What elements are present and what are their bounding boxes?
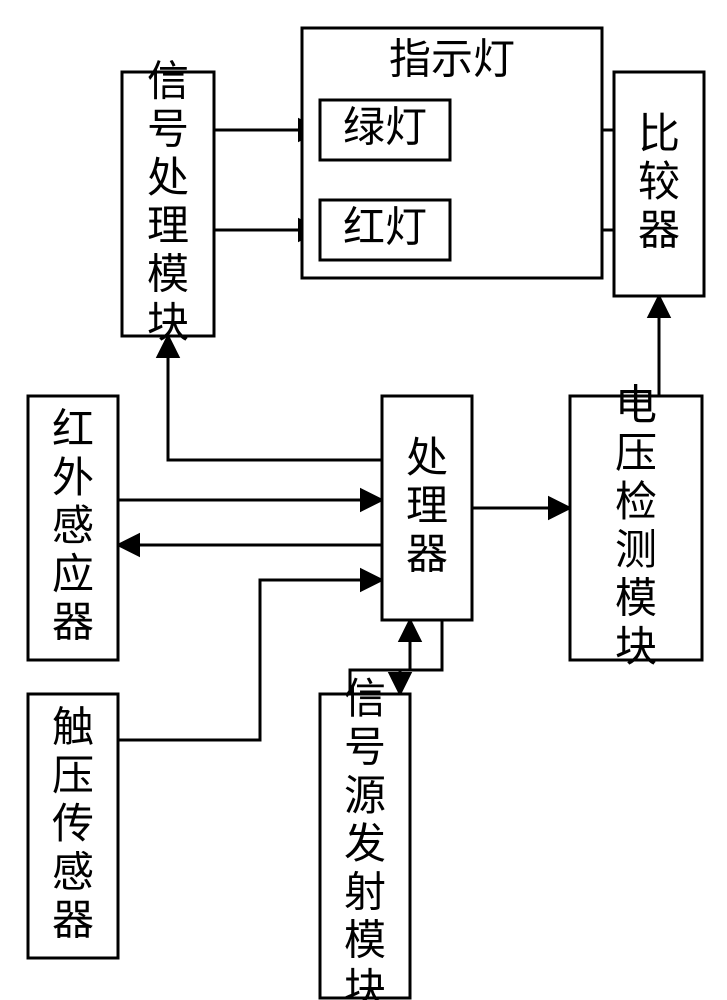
label-touch_sensor: 压	[52, 754, 94, 800]
label-voltage_det: 检	[615, 479, 657, 526]
arrow-processor-to-signal_proc	[168, 336, 382, 460]
label-ir_sensor: 器	[52, 601, 94, 647]
arrow-processor-to-signal_source	[400, 620, 442, 694]
label-signal_source: 块	[344, 967, 386, 1000]
label-ir_sensor: 外	[52, 456, 94, 502]
box-comparator: 比较器	[614, 72, 704, 296]
label-touch_sensor: 感	[52, 850, 94, 896]
label-processor: 理	[406, 484, 448, 530]
label-signal_source: 模	[344, 919, 386, 965]
label-signal_proc: 号	[147, 108, 189, 154]
label-touch_sensor: 触	[52, 705, 94, 751]
label-touch_sensor: 传	[52, 802, 94, 848]
label-signal_source: 发	[344, 822, 386, 868]
label-signal_proc: 信	[147, 59, 189, 105]
label-voltage_det: 电	[615, 383, 657, 429]
box-processor: 处理器	[382, 396, 472, 620]
box-red_light: 红灯	[320, 200, 450, 260]
label-comparator: 较	[638, 159, 680, 206]
label-comparator: 器	[638, 208, 680, 254]
label-signal_source: 射	[344, 870, 386, 916]
label-signal_source: 信	[344, 677, 386, 723]
label-comparator: 比	[638, 112, 680, 158]
label-voltage_det: 块	[615, 625, 657, 671]
label-voltage_det: 模	[615, 577, 657, 623]
label-processor: 处	[406, 436, 448, 482]
label-green_light: 绿灯	[343, 106, 427, 152]
box-signal_proc: 信号处理模块	[122, 59, 214, 347]
label-indicator: 指示灯	[389, 37, 515, 83]
label-voltage_det: 测	[615, 528, 657, 574]
box-green_light: 绿灯	[320, 100, 450, 160]
label-processor: 器	[406, 532, 448, 578]
label-ir_sensor: 红	[52, 407, 94, 453]
label-ir_sensor: 应	[52, 551, 94, 598]
boxes-layer: 指示灯绿灯红灯信号处理模块比较器红外感应器处理器电压检测模块触压传感器信号源发射…	[28, 28, 704, 1000]
label-signal_proc: 块	[147, 301, 189, 347]
label-signal_proc: 模	[147, 253, 189, 299]
box-signal_source: 信号源发射模块	[320, 677, 410, 1000]
box-ir_sensor: 红外感应器	[28, 396, 118, 660]
box-voltage_det: 电压检测模块	[570, 383, 702, 670]
label-voltage_det: 压	[615, 432, 657, 478]
label-signal_proc: 处	[147, 156, 189, 202]
label-signal_source: 号	[344, 725, 386, 771]
label-ir_sensor: 感	[52, 504, 94, 550]
box-touch_sensor: 触压传感器	[28, 694, 118, 958]
label-signal_source: 源	[344, 774, 386, 820]
label-red_light: 红灯	[343, 206, 427, 252]
label-signal_proc: 理	[147, 204, 189, 250]
diagram-canvas: 指示灯绿灯红灯信号处理模块比较器红外感应器处理器电压检测模块触压传感器信号源发射…	[0, 0, 727, 1000]
label-touch_sensor: 器	[52, 899, 94, 945]
